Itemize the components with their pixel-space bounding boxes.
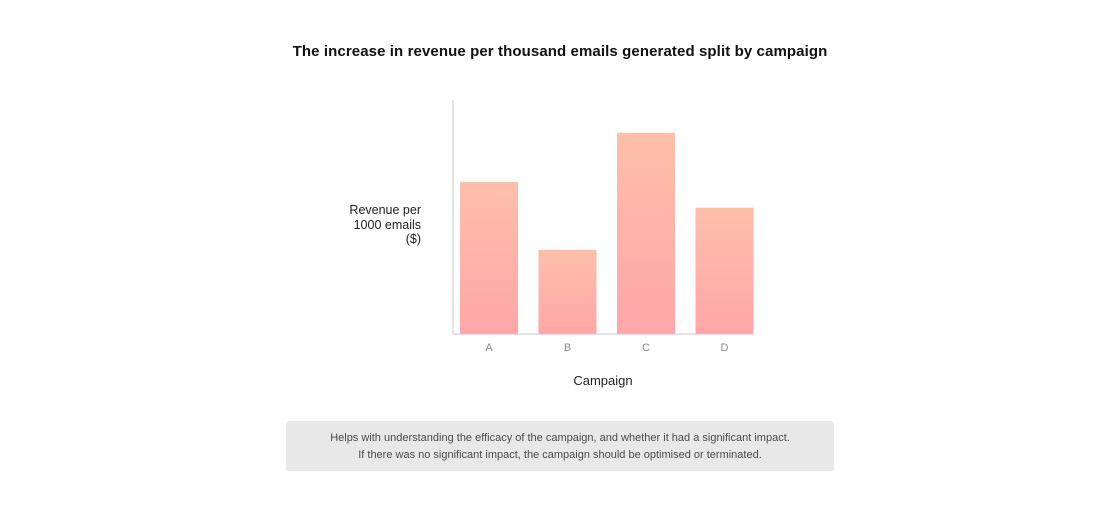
note-line-1: Helps with understanding the efficacy of… — [330, 432, 790, 444]
y-axis-label-line-1: Revenue per — [349, 203, 421, 217]
x-tick-label-d: D — [721, 342, 729, 354]
y-axis-label-line-2: 1000 emails — [353, 217, 421, 232]
x-axis-label: Campaign — [573, 373, 633, 388]
x-tick-label-b: B — [564, 342, 571, 354]
bars-group — [460, 132, 754, 334]
bar-d — [695, 207, 754, 334]
y-axis-label-line-3: ($) — [405, 232, 421, 246]
x-tick-label-c: C — [642, 342, 650, 354]
bar-b — [538, 249, 597, 334]
chart-title: The increase in revenue per thousand ema… — [292, 43, 828, 60]
description-note: Helps with understanding the efficacy of… — [286, 421, 834, 471]
bar-c — [617, 132, 675, 334]
x-tick-labels: A B C D — [485, 342, 728, 354]
bar-a — [460, 181, 518, 334]
y-axis-label: Revenue per 1000 emails ($) — [300, 203, 421, 247]
x-tick-label-a: A — [485, 342, 493, 354]
note-line-2: If there was no significant impact, the … — [358, 449, 762, 461]
